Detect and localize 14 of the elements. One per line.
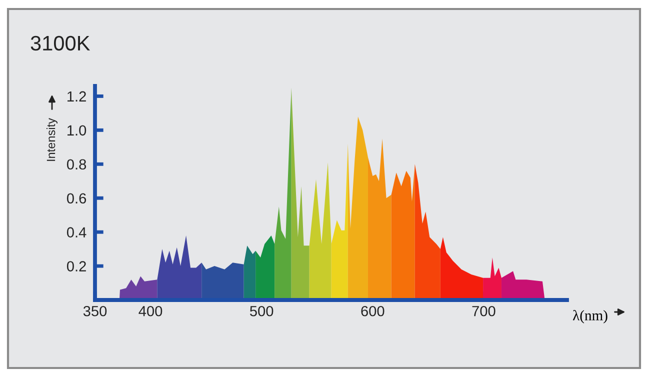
x-tick-label: 700 bbox=[472, 306, 496, 316]
y-tick-label: 1.0 bbox=[68, 125, 86, 136]
x-tick-label: 600 bbox=[361, 306, 384, 316]
x-tick-label: 400 bbox=[138, 306, 162, 316]
chart-title: 3100K bbox=[30, 36, 90, 51]
y-tick-label: 0.6 bbox=[66, 193, 86, 204]
y-axis-title: Intensity bbox=[46, 118, 58, 161]
x-tick-label: 500 bbox=[250, 306, 274, 316]
x-axis-title: λ(nm) bbox=[572, 310, 608, 324]
y-tick-label: 1.2 bbox=[68, 91, 86, 102]
y-tick-label: 0.2 bbox=[66, 261, 86, 272]
x-tick-label: 350 bbox=[83, 306, 107, 316]
y-tick-label: 0.8 bbox=[66, 159, 86, 170]
y-tick-label: 0.4 bbox=[66, 227, 86, 238]
